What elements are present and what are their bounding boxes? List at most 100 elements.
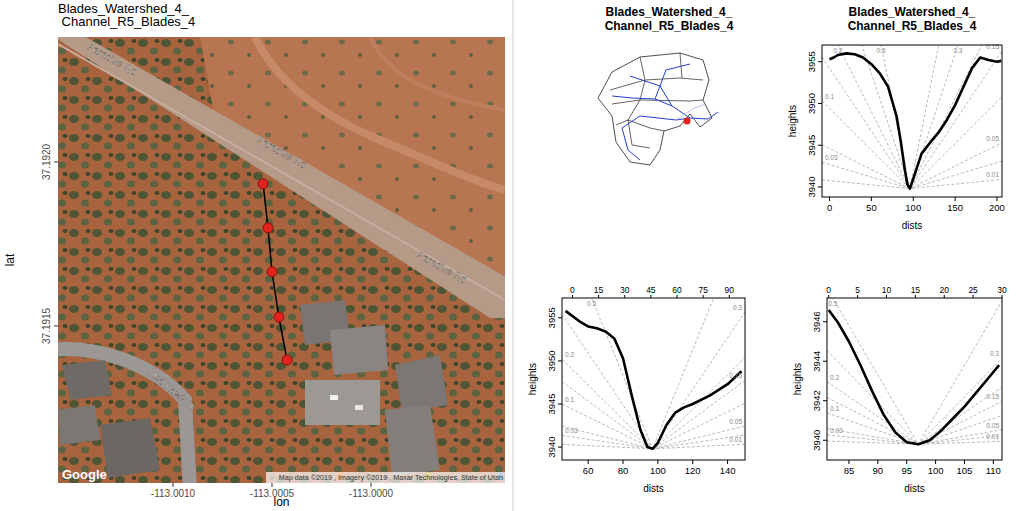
- map-area: [58, 37, 505, 483]
- slope-label: 0.2: [565, 351, 574, 358]
- tick: [703, 295, 704, 298]
- slope-label: 0.1: [825, 93, 834, 100]
- slope-label: 0.01: [986, 433, 999, 440]
- tick-label: 50: [866, 202, 877, 213]
- tick-label: 10: [882, 285, 892, 295]
- divider: [513, 0, 514, 511]
- channel-point: [282, 355, 292, 365]
- road-label: Paradise Rd: [255, 134, 308, 171]
- tick: [173, 483, 174, 487]
- building: [62, 360, 112, 400]
- tick-label: 140: [720, 465, 736, 476]
- tick: [993, 460, 994, 464]
- tick-label: 30: [997, 285, 1007, 295]
- tick: [588, 460, 589, 464]
- tick: [818, 61, 822, 62]
- tick: [973, 295, 974, 298]
- tick: [598, 295, 599, 298]
- road-label: Red Hawk Dr: [146, 367, 199, 414]
- tick-label: -113.0010: [151, 488, 196, 499]
- axis-label: heights: [787, 105, 798, 137]
- tick: [729, 295, 730, 298]
- tick: [823, 361, 827, 362]
- channel-network: [612, 64, 718, 160]
- slope-line: [822, 45, 1002, 189]
- axis-label: lat: [3, 253, 17, 266]
- channel-point: [274, 312, 284, 322]
- slope-label: 0.3: [733, 304, 742, 311]
- slope-label: 0.2: [833, 47, 842, 54]
- tick: [823, 321, 827, 322]
- tick-label: -113.0000: [349, 488, 394, 499]
- parking: [305, 380, 380, 425]
- tick: [558, 317, 562, 318]
- tick: [370, 483, 371, 487]
- slope-label: 0.03: [565, 427, 578, 434]
- plot-area: [562, 298, 745, 449]
- tick: [955, 197, 956, 201]
- tick-label: 90: [725, 285, 735, 295]
- profile-line: [830, 53, 1002, 188]
- title-line: Channel_R5_Blades_4: [848, 19, 977, 33]
- tick-label: 150: [947, 202, 963, 213]
- title: Blades_Watershed_4_Channel_R5_Blades_4: [605, 5, 734, 33]
- tick: [271, 483, 272, 487]
- slope-label: 0.1: [830, 405, 839, 412]
- slope-line: [827, 413, 1002, 444]
- tick: [871, 197, 872, 201]
- tick: [54, 161, 58, 162]
- tick: [944, 295, 945, 298]
- tick: [727, 460, 728, 464]
- tick: [677, 295, 678, 298]
- slope-label: 0.3: [953, 47, 962, 54]
- tick: [818, 145, 822, 146]
- tick-label: 60: [583, 465, 594, 476]
- tick-label: 3940: [546, 437, 557, 458]
- tick: [848, 460, 849, 464]
- slope-line: [562, 403, 745, 449]
- tick-label: 3955: [806, 51, 817, 72]
- road-label: Paradise Rd: [85, 40, 138, 77]
- slope-line: [827, 429, 1002, 445]
- tick-label: 3955: [546, 307, 557, 328]
- title: Blades_Watershed_4_Channel_R5_Blades_4: [848, 5, 977, 33]
- tick-label: 20: [940, 285, 950, 295]
- slope-label: 0.03: [830, 427, 843, 434]
- axis-label: heights: [527, 363, 538, 395]
- watershed-map: [598, 53, 718, 165]
- tick-label: 25: [968, 285, 978, 295]
- tick: [1002, 295, 1003, 298]
- vegetation: [58, 37, 505, 483]
- tick: [54, 325, 58, 326]
- title-line: Blades_Watershed_4_: [849, 5, 976, 19]
- channel-point: [258, 179, 268, 189]
- slope-label: 0.15: [729, 372, 742, 379]
- building: [385, 405, 440, 476]
- tick-label: 3950: [806, 93, 817, 114]
- tick: [623, 460, 624, 464]
- road: [58, 349, 190, 483]
- slope-line: [822, 97, 1002, 189]
- tick-label: 95: [901, 465, 912, 476]
- tick-label: 80: [618, 465, 629, 476]
- plot-area: [822, 45, 1002, 189]
- tick: [558, 447, 562, 448]
- axis-label: heights: [792, 363, 803, 395]
- tick-label: 105: [957, 465, 973, 476]
- tick-label: 100: [905, 202, 921, 213]
- axis-label: dists: [643, 483, 664, 494]
- tick-label: 3945: [806, 135, 817, 156]
- tick-label: 200: [989, 202, 1005, 213]
- tick-label: 5: [855, 285, 860, 295]
- slope-line: [562, 312, 745, 449]
- slope-label: 0.1: [565, 396, 574, 403]
- channel-point: [263, 223, 273, 233]
- attribution-bg: [266, 472, 505, 483]
- slope-label: 0.5: [877, 47, 886, 54]
- building: [58, 405, 100, 445]
- axis-label: lon: [273, 495, 289, 509]
- tick-label: 60: [672, 285, 682, 295]
- tick-label: 3940: [806, 176, 817, 197]
- tick-label: 0: [570, 285, 575, 295]
- slope-label: 0.2: [830, 374, 839, 381]
